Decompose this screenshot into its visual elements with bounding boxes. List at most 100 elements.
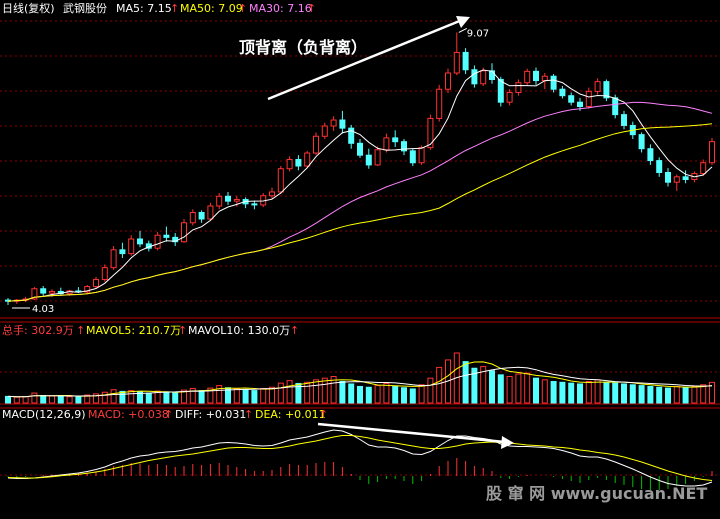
candle-body [471, 69, 478, 85]
candle-body [49, 290, 55, 294]
period-label: 日线(复权) [2, 1, 55, 15]
candle-body [128, 238, 135, 255]
volume-bar [418, 384, 425, 404]
candle-body [656, 160, 663, 173]
volume-bar [506, 376, 513, 404]
volume-bar [251, 390, 258, 404]
volume-bar [339, 380, 346, 404]
candle-body [330, 119, 337, 127]
candle-body [533, 70, 539, 82]
volume-bar [629, 384, 636, 404]
mavol5-value: MAVOL5: 210.7万 [86, 324, 181, 337]
candle-body [251, 203, 258, 206]
volume-bar [313, 379, 319, 404]
volume-bar [163, 391, 170, 404]
volume-bar [198, 390, 205, 404]
candle-body [84, 286, 91, 293]
volume-bar [269, 386, 275, 404]
volume-bar [656, 386, 663, 404]
candle-body [462, 51, 469, 71]
volume-bar [137, 391, 143, 404]
candle-body [621, 114, 627, 126]
candle-body [374, 149, 381, 166]
dea-line [7, 435, 713, 481]
total-volume: 总手: 302.9万 [2, 323, 74, 337]
volume-bar [321, 377, 328, 404]
candle-body [700, 162, 707, 175]
candle-body [304, 152, 311, 167]
candle-body [286, 159, 293, 170]
candle-body [233, 199, 240, 202]
macd-divergence-arrow [317, 422, 514, 449]
volume-bar [691, 385, 698, 404]
volume-bar [436, 366, 443, 404]
candle-body [189, 212, 196, 224]
diff-value: DIFF: +0.031 [175, 408, 246, 421]
volume-bar [154, 390, 161, 404]
candle-body [101, 267, 108, 281]
candle-body [489, 70, 495, 80]
macd-params: MACD(12,26,9) [2, 408, 86, 421]
volume-bar [57, 395, 64, 404]
candle-body [31, 288, 38, 300]
volume-bar [673, 385, 680, 404]
volume-bar [700, 384, 707, 404]
volume-bar [101, 391, 108, 404]
candle-body [445, 72, 451, 90]
ma5-value: MA5: 7.15 [116, 2, 172, 15]
high-marker [458, 27, 468, 33]
price-panel: 9.07 4.03 [5, 27, 715, 315]
volume-bar [84, 394, 91, 404]
volume-bar [216, 385, 223, 404]
candle-body [365, 154, 372, 166]
grid-lines [0, 20, 720, 476]
volume-bar [189, 387, 196, 404]
candle-body [436, 88, 443, 119]
candle-body [594, 81, 601, 92]
volume-bar [357, 385, 363, 404]
volume-bar [110, 389, 117, 404]
candle-body [313, 135, 319, 154]
candle-body [647, 148, 654, 162]
candle-body [181, 222, 187, 243]
volume-bar [75, 395, 82, 404]
candle-body [497, 78, 504, 103]
candle-body [198, 212, 205, 220]
candle-body [348, 127, 355, 144]
volume-bar [286, 380, 293, 404]
candle-body [709, 141, 715, 164]
volume-bar [242, 389, 249, 404]
volume-bar [5, 395, 11, 404]
volume-bar [40, 395, 47, 404]
volume-bar [13, 396, 20, 404]
volume-bar [22, 396, 29, 404]
volume-bar [533, 377, 539, 404]
ma50-value: MA50: 7.09 [180, 2, 243, 15]
candle-body [40, 288, 47, 294]
candle-body [339, 119, 346, 129]
ma5-arrow: ↑ [170, 2, 179, 15]
candle-body [427, 117, 434, 149]
volume-bar [515, 373, 522, 404]
volume-bar [682, 386, 689, 404]
candle-body [225, 195, 231, 202]
volume-bar [471, 367, 478, 404]
volume-bar [559, 381, 566, 404]
candle-body [638, 134, 645, 150]
mavol10-line [7, 366, 713, 398]
volume-bar [128, 390, 135, 404]
candle-body [559, 88, 566, 97]
volume-bar [365, 386, 372, 404]
volume-bar [330, 376, 337, 404]
volume-bar [647, 385, 654, 404]
candle-body [665, 171, 671, 183]
volume-bar [66, 396, 73, 404]
ma30-arrow: ↑ [307, 2, 316, 15]
diff-arrow: ↑ [244, 408, 253, 421]
candle-body [453, 51, 460, 74]
candle-body [269, 191, 275, 197]
volume-bar [348, 383, 355, 404]
candle-body [541, 75, 548, 82]
volume-bar [181, 389, 187, 404]
